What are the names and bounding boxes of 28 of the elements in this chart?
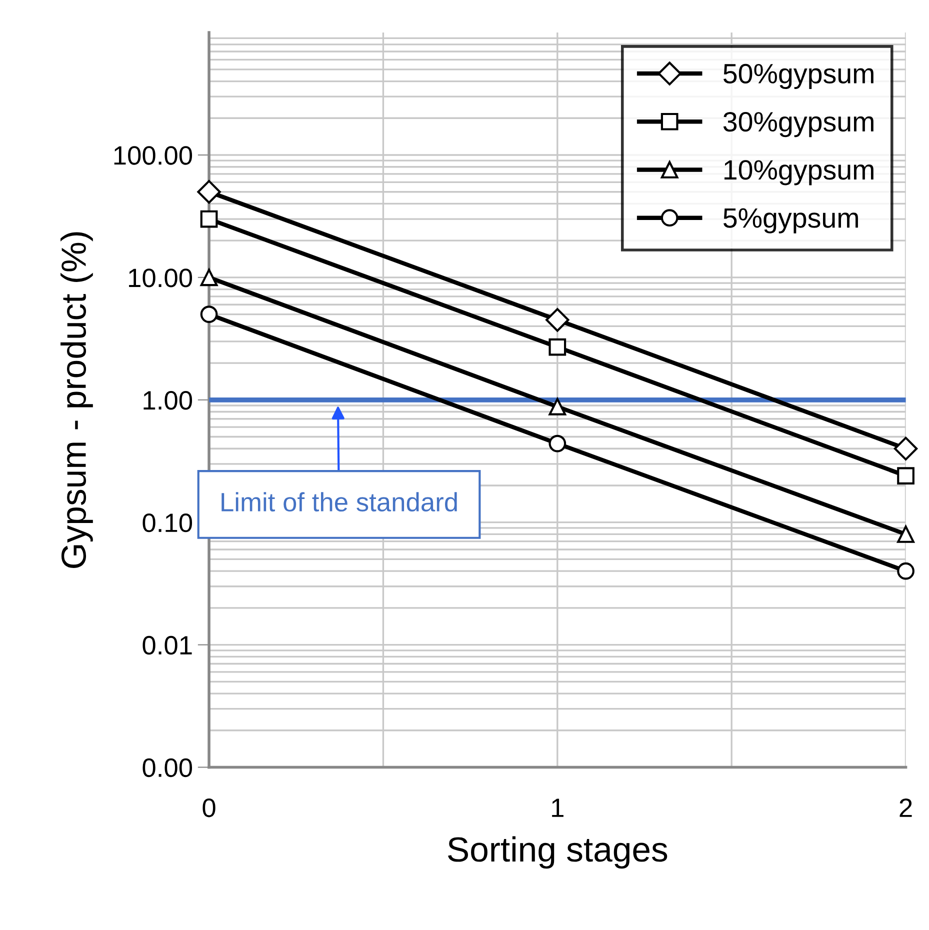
y-tick-label: 0.00: [142, 758, 192, 778]
y-tick-label: 0.01: [142, 636, 192, 655]
point: [200, 268, 218, 286]
point: [897, 467, 914, 484]
legend-label: 10%gypsum: [724, 160, 874, 186]
point: [197, 180, 221, 204]
point: [897, 526, 914, 543]
point: [200, 306, 218, 323]
y-axis-title: Gypsum - product (%): [60, 232, 93, 568]
point: [548, 398, 566, 416]
y-tick-label: 1.00: [144, 391, 192, 410]
ref-line-label: Limit of the standard: [222, 492, 457, 512]
x-axis-title: Sorting stages: [448, 836, 668, 869]
y-tick-label: 100.00: [114, 146, 192, 165]
point: [546, 308, 570, 332]
point: [897, 562, 914, 580]
legend-label: 5%gypsum: [723, 208, 858, 234]
x-tick-label: 0: [202, 798, 216, 818]
y-tick-label: 0.10: [142, 513, 192, 532]
legend-label: 30%gypsum: [723, 112, 874, 138]
x-tick-label: 1: [552, 798, 564, 817]
point: [548, 434, 566, 452]
legend-label: 50%gypsum: [723, 64, 874, 89]
point: [548, 338, 566, 356]
point: [200, 210, 218, 228]
point: [894, 436, 918, 460]
x-tick-label: 2: [900, 798, 912, 817]
y-tick-label: 10.00: [129, 268, 192, 288]
